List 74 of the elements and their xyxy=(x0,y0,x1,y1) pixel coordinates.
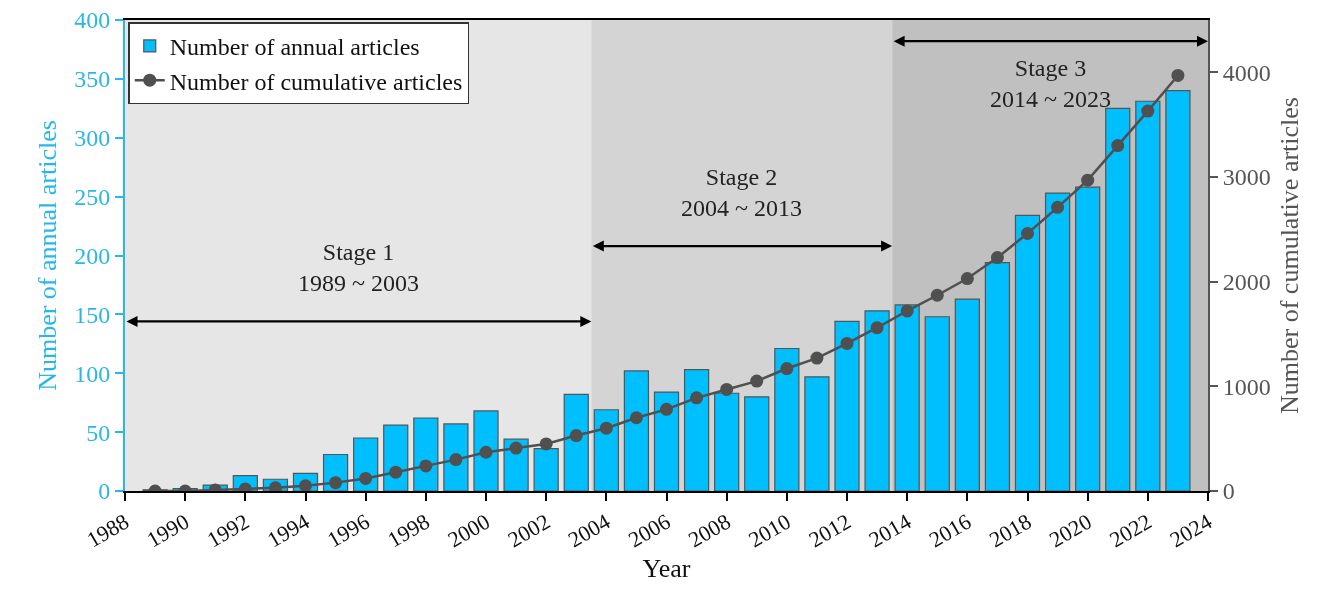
point xyxy=(539,437,553,451)
x-tick-label: 2010 xyxy=(744,508,795,553)
y2-axis-title: Number of cumulative articles xyxy=(1275,97,1304,414)
y-tick-label: 200 xyxy=(74,242,111,269)
bar xyxy=(954,298,980,491)
y-tick-label: 350 xyxy=(74,66,111,93)
x-axis-title: Year xyxy=(642,554,691,584)
point xyxy=(509,441,523,455)
point xyxy=(329,476,343,490)
point xyxy=(660,402,673,416)
x-tick-label: 2018 xyxy=(984,508,1036,553)
point xyxy=(389,465,403,479)
x-tick-label: 1998 xyxy=(383,508,434,553)
point xyxy=(960,272,974,286)
point xyxy=(1051,200,1065,214)
point xyxy=(810,351,824,365)
y2-tick-label: 1000 xyxy=(1222,373,1271,400)
legend-label: Number of annual articles xyxy=(169,34,420,61)
x-tick-label: 2008 xyxy=(684,508,735,553)
x-tick-label: 2014 xyxy=(864,508,916,553)
y2-tick-label: 4000 xyxy=(1222,59,1271,86)
bar xyxy=(924,316,950,491)
point xyxy=(1111,139,1125,153)
y-tick-label: 150 xyxy=(74,301,111,328)
point xyxy=(690,391,704,405)
y-tick-label: 50 xyxy=(86,419,111,446)
x-tick-label: 2020 xyxy=(1045,508,1096,553)
point xyxy=(629,411,643,425)
x-tick-label: 2012 xyxy=(804,508,855,553)
point xyxy=(599,421,613,435)
y-axis-title: Number of annual articles xyxy=(33,120,63,391)
point xyxy=(870,321,884,335)
x-tick-label: 1990 xyxy=(142,508,194,553)
band-label: Stage 2 2004 ~ 2013 xyxy=(681,164,802,222)
point xyxy=(930,288,944,302)
y-tick-label: 250 xyxy=(74,184,111,211)
point xyxy=(780,362,794,376)
x-tick-label: 2022 xyxy=(1105,508,1156,553)
x-tick-label: 2004 xyxy=(563,508,615,553)
point xyxy=(720,382,734,396)
point xyxy=(359,471,373,485)
x-tick-label: 1992 xyxy=(202,508,254,553)
point xyxy=(1171,68,1185,82)
point xyxy=(1021,227,1034,241)
x-tick-label: 1994 xyxy=(262,508,314,553)
point xyxy=(840,336,854,350)
y2-tick-label: 3000 xyxy=(1222,164,1271,191)
point xyxy=(569,429,583,443)
band-label: Stage 3 2014 ~ 2023 xyxy=(990,55,1111,113)
point xyxy=(419,459,433,473)
y-tick-label: 0 xyxy=(98,478,111,505)
y2-tick-label: 0 xyxy=(1222,478,1235,505)
x-tick-label: 2002 xyxy=(503,508,555,553)
point xyxy=(1141,104,1155,118)
point xyxy=(900,304,914,318)
point xyxy=(750,374,764,388)
band-label: Stage 1 1989 ~ 2003 xyxy=(298,239,419,297)
point xyxy=(990,251,1004,265)
y-tick-label: 400 xyxy=(74,7,111,34)
x-tick-label: 1988 xyxy=(82,508,133,553)
x-tick-label: 2000 xyxy=(443,508,494,553)
x-tick-label: 2024 xyxy=(1165,508,1216,553)
bar xyxy=(744,396,770,491)
y-tick-label: 100 xyxy=(74,360,111,387)
point xyxy=(1081,173,1095,187)
bar xyxy=(804,376,830,491)
x-tick-label: 1996 xyxy=(323,508,374,553)
y-tick-label: 300 xyxy=(74,125,111,152)
legend-label: Number of cumulative articles xyxy=(169,68,463,95)
x-tick-label: 2006 xyxy=(623,508,675,553)
point xyxy=(479,445,493,459)
point xyxy=(449,453,463,467)
x-tick-label: 2016 xyxy=(924,508,976,553)
y2-tick-label: 2000 xyxy=(1222,269,1271,296)
